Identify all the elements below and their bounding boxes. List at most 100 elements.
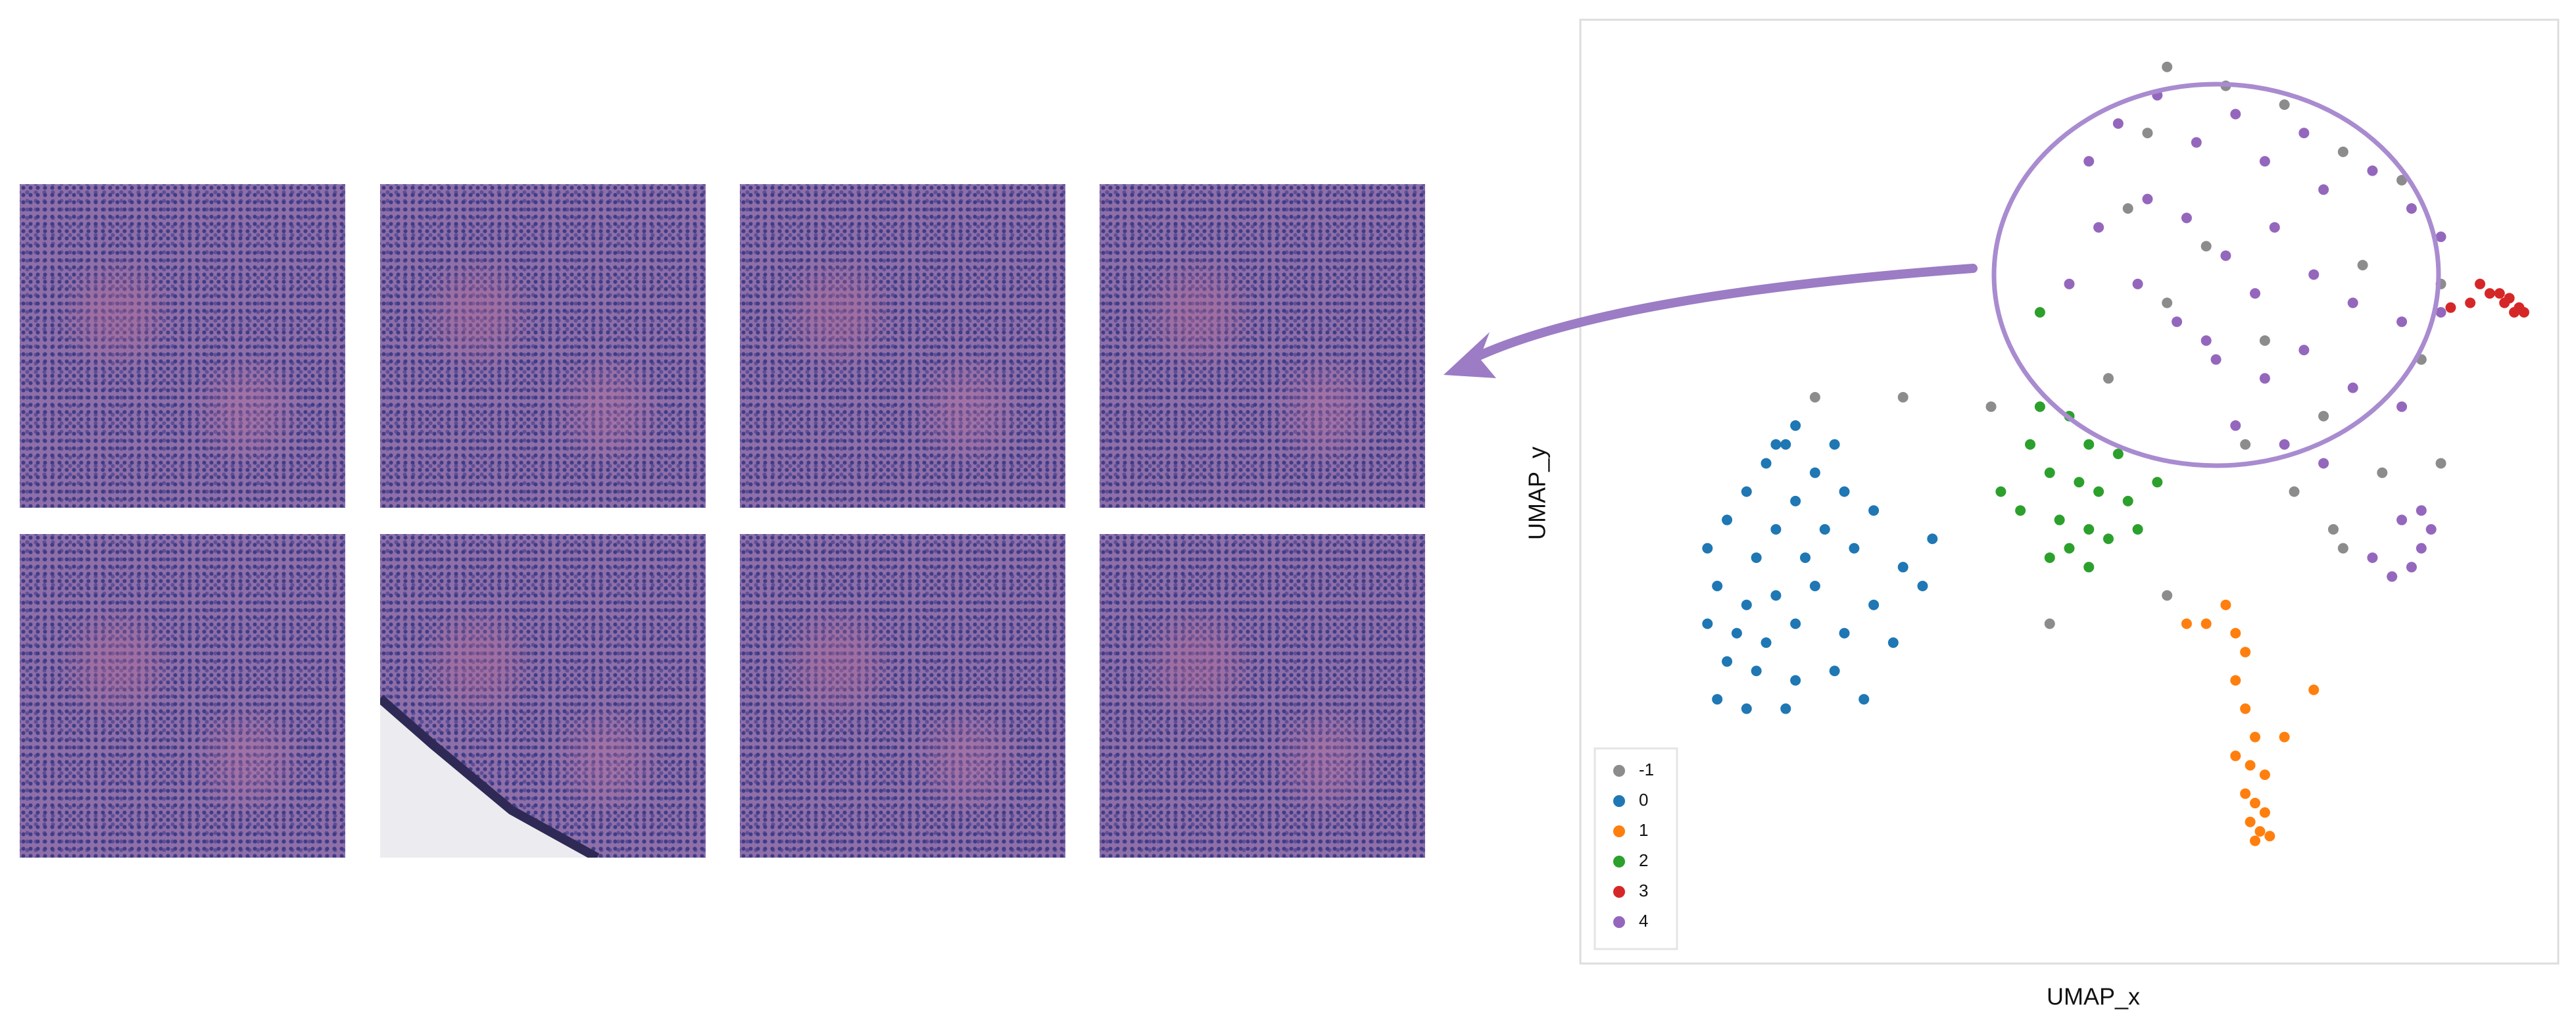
point [2064, 543, 2075, 554]
point [1887, 637, 1899, 648]
point [2269, 222, 2280, 233]
point [2259, 770, 2270, 780]
point [2015, 505, 2026, 516]
point [1770, 524, 1782, 535]
point [2044, 618, 2055, 629]
point [2509, 306, 2520, 318]
point [1741, 599, 1752, 610]
point [2083, 156, 2095, 167]
point [1751, 552, 1762, 563]
point [1829, 439, 1840, 450]
point [2230, 627, 2241, 639]
point [1800, 552, 1811, 563]
point [2034, 401, 2045, 412]
point [2210, 354, 2222, 365]
point [2112, 118, 2124, 129]
point [2240, 647, 2251, 658]
point [1985, 401, 1997, 412]
point [2406, 203, 2417, 214]
point [2250, 835, 2261, 846]
point [1770, 439, 1782, 450]
point [2337, 543, 2348, 554]
point [2245, 760, 2256, 771]
point [2367, 552, 2378, 563]
point [2083, 439, 2095, 450]
point [2220, 599, 2231, 610]
point [2250, 288, 2261, 299]
point [2318, 458, 2329, 469]
point [1868, 505, 1880, 516]
arrow-head [1444, 332, 1496, 378]
legend-marker [1613, 795, 1625, 807]
legend-label: -1 [1639, 760, 1654, 779]
legend-label: 3 [1639, 881, 1648, 900]
point [2347, 297, 2358, 308]
point [2396, 174, 2408, 185]
point [1712, 694, 1723, 705]
point [2200, 335, 2212, 346]
point [2230, 420, 2241, 431]
point [1761, 637, 1772, 648]
point [2264, 831, 2275, 842]
point [1809, 581, 1820, 591]
point [2445, 302, 2456, 313]
point [1859, 694, 1870, 705]
point [2387, 571, 2398, 582]
point [1790, 675, 1801, 686]
point [2327, 524, 2339, 535]
legend-label: 2 [1639, 850, 1648, 870]
point [1897, 392, 1908, 403]
point [1849, 543, 1860, 554]
point [2475, 278, 2486, 289]
point [2518, 306, 2529, 318]
point [2240, 703, 2251, 714]
point [1741, 486, 1752, 497]
point [1761, 458, 1772, 469]
image-tile [380, 534, 706, 858]
point [2245, 816, 2256, 827]
point [2142, 193, 2153, 205]
point [2494, 288, 2505, 299]
point [2318, 184, 2329, 195]
point [2112, 449, 2124, 460]
point [2181, 212, 2192, 224]
legend-marker [1613, 856, 1625, 867]
point [2308, 684, 2320, 695]
point [1790, 618, 1801, 629]
point [2435, 458, 2446, 469]
point [2122, 203, 2133, 214]
point [1712, 581, 1723, 591]
point [2259, 335, 2270, 346]
point [2308, 269, 2320, 280]
point [2425, 524, 2437, 535]
point [2259, 807, 2270, 818]
point [1809, 392, 1820, 403]
image-tile [20, 184, 345, 508]
point [1741, 703, 1752, 714]
point [2172, 316, 2183, 328]
point [1702, 543, 1713, 554]
point [2025, 439, 2036, 450]
point [2250, 798, 2261, 809]
point [2074, 477, 2085, 488]
point [2181, 618, 2192, 629]
point [2250, 731, 2261, 743]
image-tile [380, 184, 706, 508]
point [1829, 666, 1840, 677]
point [2240, 439, 2251, 450]
point [2093, 486, 2104, 497]
point [2240, 788, 2251, 799]
point [1839, 627, 1850, 639]
tile-overlay [380, 695, 600, 858]
point [2102, 373, 2114, 384]
point [2289, 486, 2300, 497]
point [1731, 627, 1742, 639]
point [1995, 486, 2006, 497]
point [2044, 552, 2055, 563]
tissue-edge [380, 695, 600, 858]
point [1790, 495, 1801, 506]
legend-marker [1613, 886, 1625, 898]
legend-marker [1613, 765, 1625, 777]
point [2083, 524, 2095, 535]
